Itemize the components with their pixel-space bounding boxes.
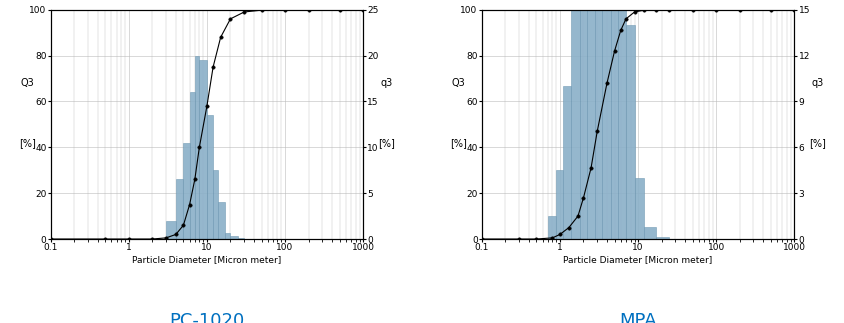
Polygon shape: [547, 216, 555, 239]
Text: q3: q3: [380, 78, 392, 88]
Polygon shape: [610, 0, 617, 239]
Polygon shape: [594, 0, 602, 239]
Text: Q3: Q3: [20, 78, 34, 88]
Polygon shape: [199, 60, 207, 239]
Polygon shape: [189, 92, 195, 239]
Polygon shape: [176, 179, 183, 239]
Polygon shape: [579, 0, 586, 239]
Polygon shape: [195, 56, 199, 239]
Text: q3: q3: [810, 78, 823, 88]
Text: [%]: [%]: [377, 138, 394, 148]
Polygon shape: [183, 143, 189, 239]
Text: Q3: Q3: [451, 78, 465, 88]
Polygon shape: [586, 0, 594, 239]
Polygon shape: [207, 115, 213, 239]
Polygon shape: [643, 227, 655, 239]
Polygon shape: [634, 178, 643, 239]
Polygon shape: [238, 238, 244, 239]
Polygon shape: [625, 25, 634, 239]
Text: [%]: [%]: [809, 138, 825, 148]
Polygon shape: [218, 202, 225, 239]
Polygon shape: [563, 86, 571, 239]
Polygon shape: [230, 236, 238, 239]
Polygon shape: [555, 170, 563, 239]
Polygon shape: [571, 0, 579, 239]
Polygon shape: [617, 0, 625, 239]
Polygon shape: [225, 233, 230, 239]
Text: [%]: [%]: [19, 138, 35, 148]
Polygon shape: [166, 221, 176, 239]
Text: MPA: MPA: [619, 312, 656, 323]
X-axis label: Particle Diameter [Micron meter]: Particle Diameter [Micron meter]: [133, 255, 281, 264]
Polygon shape: [213, 170, 218, 239]
Polygon shape: [655, 237, 668, 239]
Text: [%]: [%]: [450, 138, 467, 148]
X-axis label: Particle Diameter [Micron meter]: Particle Diameter [Micron meter]: [563, 255, 711, 264]
Text: PC-1020: PC-1020: [169, 312, 244, 323]
Polygon shape: [602, 0, 610, 239]
